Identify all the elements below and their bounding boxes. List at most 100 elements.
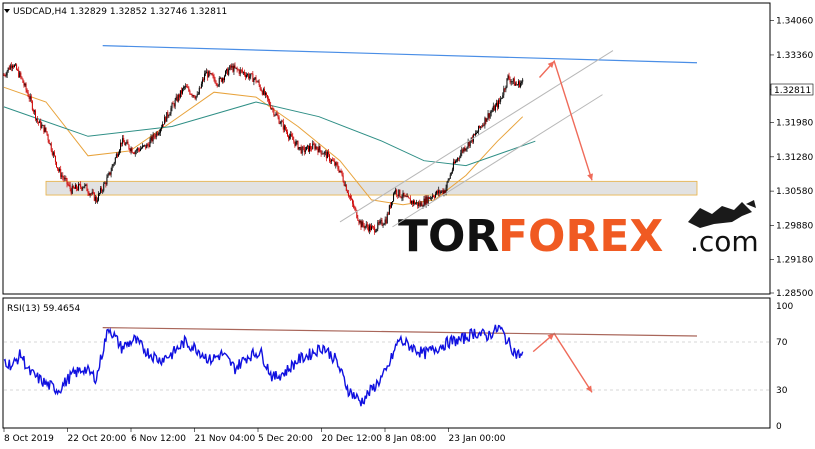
candle-body xyxy=(241,70,243,73)
candle-body xyxy=(518,81,519,85)
candle-body xyxy=(294,141,296,146)
candle-body xyxy=(373,226,375,228)
candle-body xyxy=(404,195,406,197)
candle-body xyxy=(280,121,282,124)
candle-body xyxy=(259,85,261,90)
candle-body xyxy=(254,77,256,79)
candle-body xyxy=(90,193,92,195)
candle-body xyxy=(140,148,141,151)
candle-body xyxy=(311,148,313,150)
candle-body xyxy=(501,97,503,99)
candle-body xyxy=(138,149,140,151)
candle-body xyxy=(165,116,167,122)
candle-body xyxy=(237,69,239,71)
rsi-layer xyxy=(3,324,698,407)
candle-body xyxy=(279,123,281,125)
candle-body xyxy=(464,147,466,151)
bull-bear-logo xyxy=(688,200,756,228)
candle-body xyxy=(148,144,150,147)
candle-body xyxy=(171,103,173,109)
candle-body xyxy=(102,190,104,192)
candle-body xyxy=(346,190,348,193)
candle-body xyxy=(350,196,351,199)
candle-body xyxy=(377,222,379,230)
candle-body xyxy=(327,152,329,155)
candle-body xyxy=(273,109,275,116)
candle-body xyxy=(503,88,505,96)
candle-body xyxy=(127,141,129,145)
candle-body xyxy=(9,65,11,70)
candle-body xyxy=(443,190,445,194)
candle-body xyxy=(120,142,122,151)
candle-body xyxy=(252,73,254,82)
collapse-triangle-icon[interactable] xyxy=(4,9,10,13)
candle-body xyxy=(12,65,14,68)
candle-body xyxy=(489,113,491,118)
candle-body xyxy=(239,69,241,74)
candle-body xyxy=(374,227,376,233)
current-price-tag xyxy=(770,83,814,96)
candle-body xyxy=(205,73,207,75)
candle-body xyxy=(379,221,381,224)
candle-body xyxy=(387,213,389,215)
time-tick-label: 6 Nov 12:00 xyxy=(131,434,186,444)
candle-body xyxy=(368,225,370,232)
candle-body xyxy=(167,112,169,117)
candle-body xyxy=(500,98,502,102)
candle-body xyxy=(229,65,231,70)
candle-body xyxy=(4,75,6,76)
candle-body xyxy=(400,196,402,198)
candle-body xyxy=(469,140,471,147)
candle-body xyxy=(21,76,23,79)
candle-body xyxy=(227,68,229,75)
candle-body xyxy=(401,197,403,199)
candle-body xyxy=(516,84,518,86)
candle-body xyxy=(321,153,323,155)
candle-body xyxy=(441,190,443,192)
candle-body xyxy=(6,71,8,76)
candle-body xyxy=(258,81,260,86)
candle-body xyxy=(287,131,288,136)
candle-body xyxy=(468,141,470,147)
candle-body xyxy=(26,89,28,93)
candle-body xyxy=(295,141,297,146)
time-tick-label: 21 Nov 04:00 xyxy=(195,434,256,444)
candle-body xyxy=(182,88,183,94)
candle-body xyxy=(232,66,234,72)
candle-body xyxy=(439,190,441,194)
candle-body xyxy=(348,195,350,197)
candle-body xyxy=(473,134,475,136)
candle-body xyxy=(521,81,523,84)
candle-body xyxy=(222,78,224,81)
candle-body xyxy=(449,174,451,179)
candle-body xyxy=(342,175,344,182)
candle-body xyxy=(277,115,279,118)
candle-body xyxy=(180,90,182,94)
candle-body xyxy=(94,196,96,201)
candle-body xyxy=(249,76,251,79)
price-tick-label: 1.34060 xyxy=(776,17,813,27)
candle-body xyxy=(201,79,203,84)
candle-body xyxy=(108,172,110,175)
candle-body xyxy=(143,145,145,147)
candle-body xyxy=(231,66,233,68)
current-price-label: 1.32811 xyxy=(774,86,811,96)
candle-body xyxy=(174,99,176,107)
candle-body xyxy=(465,148,467,151)
candle-body xyxy=(72,185,74,188)
candle-body xyxy=(240,69,242,71)
candle-body xyxy=(309,145,311,152)
watermark-forex: FOREX xyxy=(498,211,663,262)
candle-body xyxy=(450,172,452,175)
candle-body xyxy=(345,184,347,191)
candle-body xyxy=(189,90,191,95)
candle-body xyxy=(50,143,52,151)
candle-body xyxy=(344,184,346,186)
candle-body xyxy=(88,193,90,196)
candle-body xyxy=(361,221,363,228)
candle-body xyxy=(122,138,124,144)
candle-body xyxy=(458,158,460,159)
candle-body xyxy=(176,96,178,102)
candle-body xyxy=(262,89,264,95)
